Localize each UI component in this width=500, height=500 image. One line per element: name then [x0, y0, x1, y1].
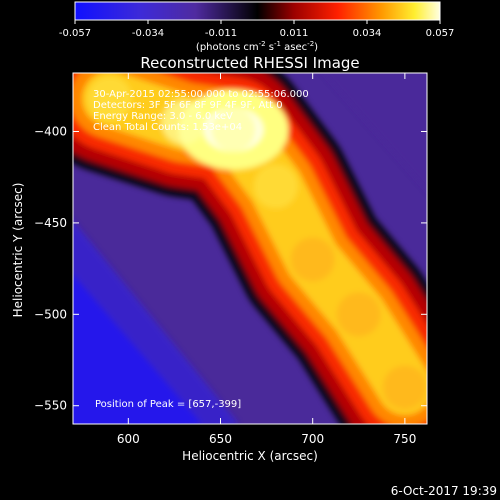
y-tick-label: −400	[34, 125, 67, 139]
colorbar-units-label: (photons cm-2 s-1 asec-2)	[196, 40, 318, 53]
chart-title: Reconstructed RHESSI Image	[140, 54, 359, 72]
heatmap-ridge-point	[382, 365, 427, 410]
x-axis-label: Heliocentric X (arcsec)	[182, 449, 318, 463]
colorbar-tick-label: -0.034	[132, 28, 164, 39]
y-axis-label: Heliocentric Y (arcsec)	[11, 183, 25, 318]
colorbar-ticks: -0.057 -0.034 -0.011 0.011 0.034 0.057	[59, 20, 454, 39]
annotation-block: 30-Apr-2015 02:55:00.000 to 02:55:06.000…	[93, 89, 309, 133]
heatmap-low-region	[324, 73, 427, 190]
peak-position-label: Position of Peak = [657,-399]	[95, 399, 241, 410]
heatmap-image	[73, 73, 427, 424]
x-tick-label: 700	[301, 432, 324, 446]
x-tick-label: 650	[209, 432, 232, 446]
annotation-clean: Clean Total Counts: 1.53e+04	[93, 122, 242, 133]
heatmap-ridge-point	[161, 100, 206, 145]
colorbar-tick-label: -0.011	[205, 28, 237, 39]
footer-date: 6-Oct-2017 19:39	[391, 484, 497, 498]
heatmap-ridge-point	[290, 237, 335, 282]
annotation-energy: Energy Range: 3.0 - 6.0 keV	[93, 111, 233, 122]
y-tick-label: −550	[34, 399, 67, 413]
x-tick-label: 600	[117, 432, 140, 446]
heatmap-ridge-point	[211, 107, 256, 152]
heatmap-low-region	[73, 220, 239, 424]
colorbar: -0.057 -0.034 -0.011 0.011 0.034 0.057 (photo…	[59, 1, 454, 53]
colorbar-tick-label: 0.057	[426, 28, 455, 39]
x-tick-label: 750	[393, 432, 416, 446]
colorbar-tick-label: 0.011	[280, 28, 309, 39]
x-axis: 600 650 700 750	[117, 73, 416, 446]
annotation-detectors: Detectors: 3F 5F 6F 8F 9F 4F 9F, Att 0	[93, 100, 283, 111]
colorbar-tick-label: -0.057	[59, 28, 91, 39]
annotation-time: 30-Apr-2015 02:55:00.000 to 02:55:06.000	[93, 89, 309, 100]
y-tick-label: −450	[34, 216, 67, 230]
colorbar-gradient	[74, 1, 441, 21]
y-axis: −550 −500 −450 −400	[34, 125, 427, 413]
heatmap-ridge-point	[336, 292, 381, 337]
heatmap-ridge-point	[253, 164, 298, 209]
plot-frame	[72, 72, 428, 425]
y-tick-label: −500	[34, 307, 67, 321]
heatmap-ridge-point	[87, 76, 132, 121]
colorbar-tick-label: 0.034	[353, 28, 382, 39]
